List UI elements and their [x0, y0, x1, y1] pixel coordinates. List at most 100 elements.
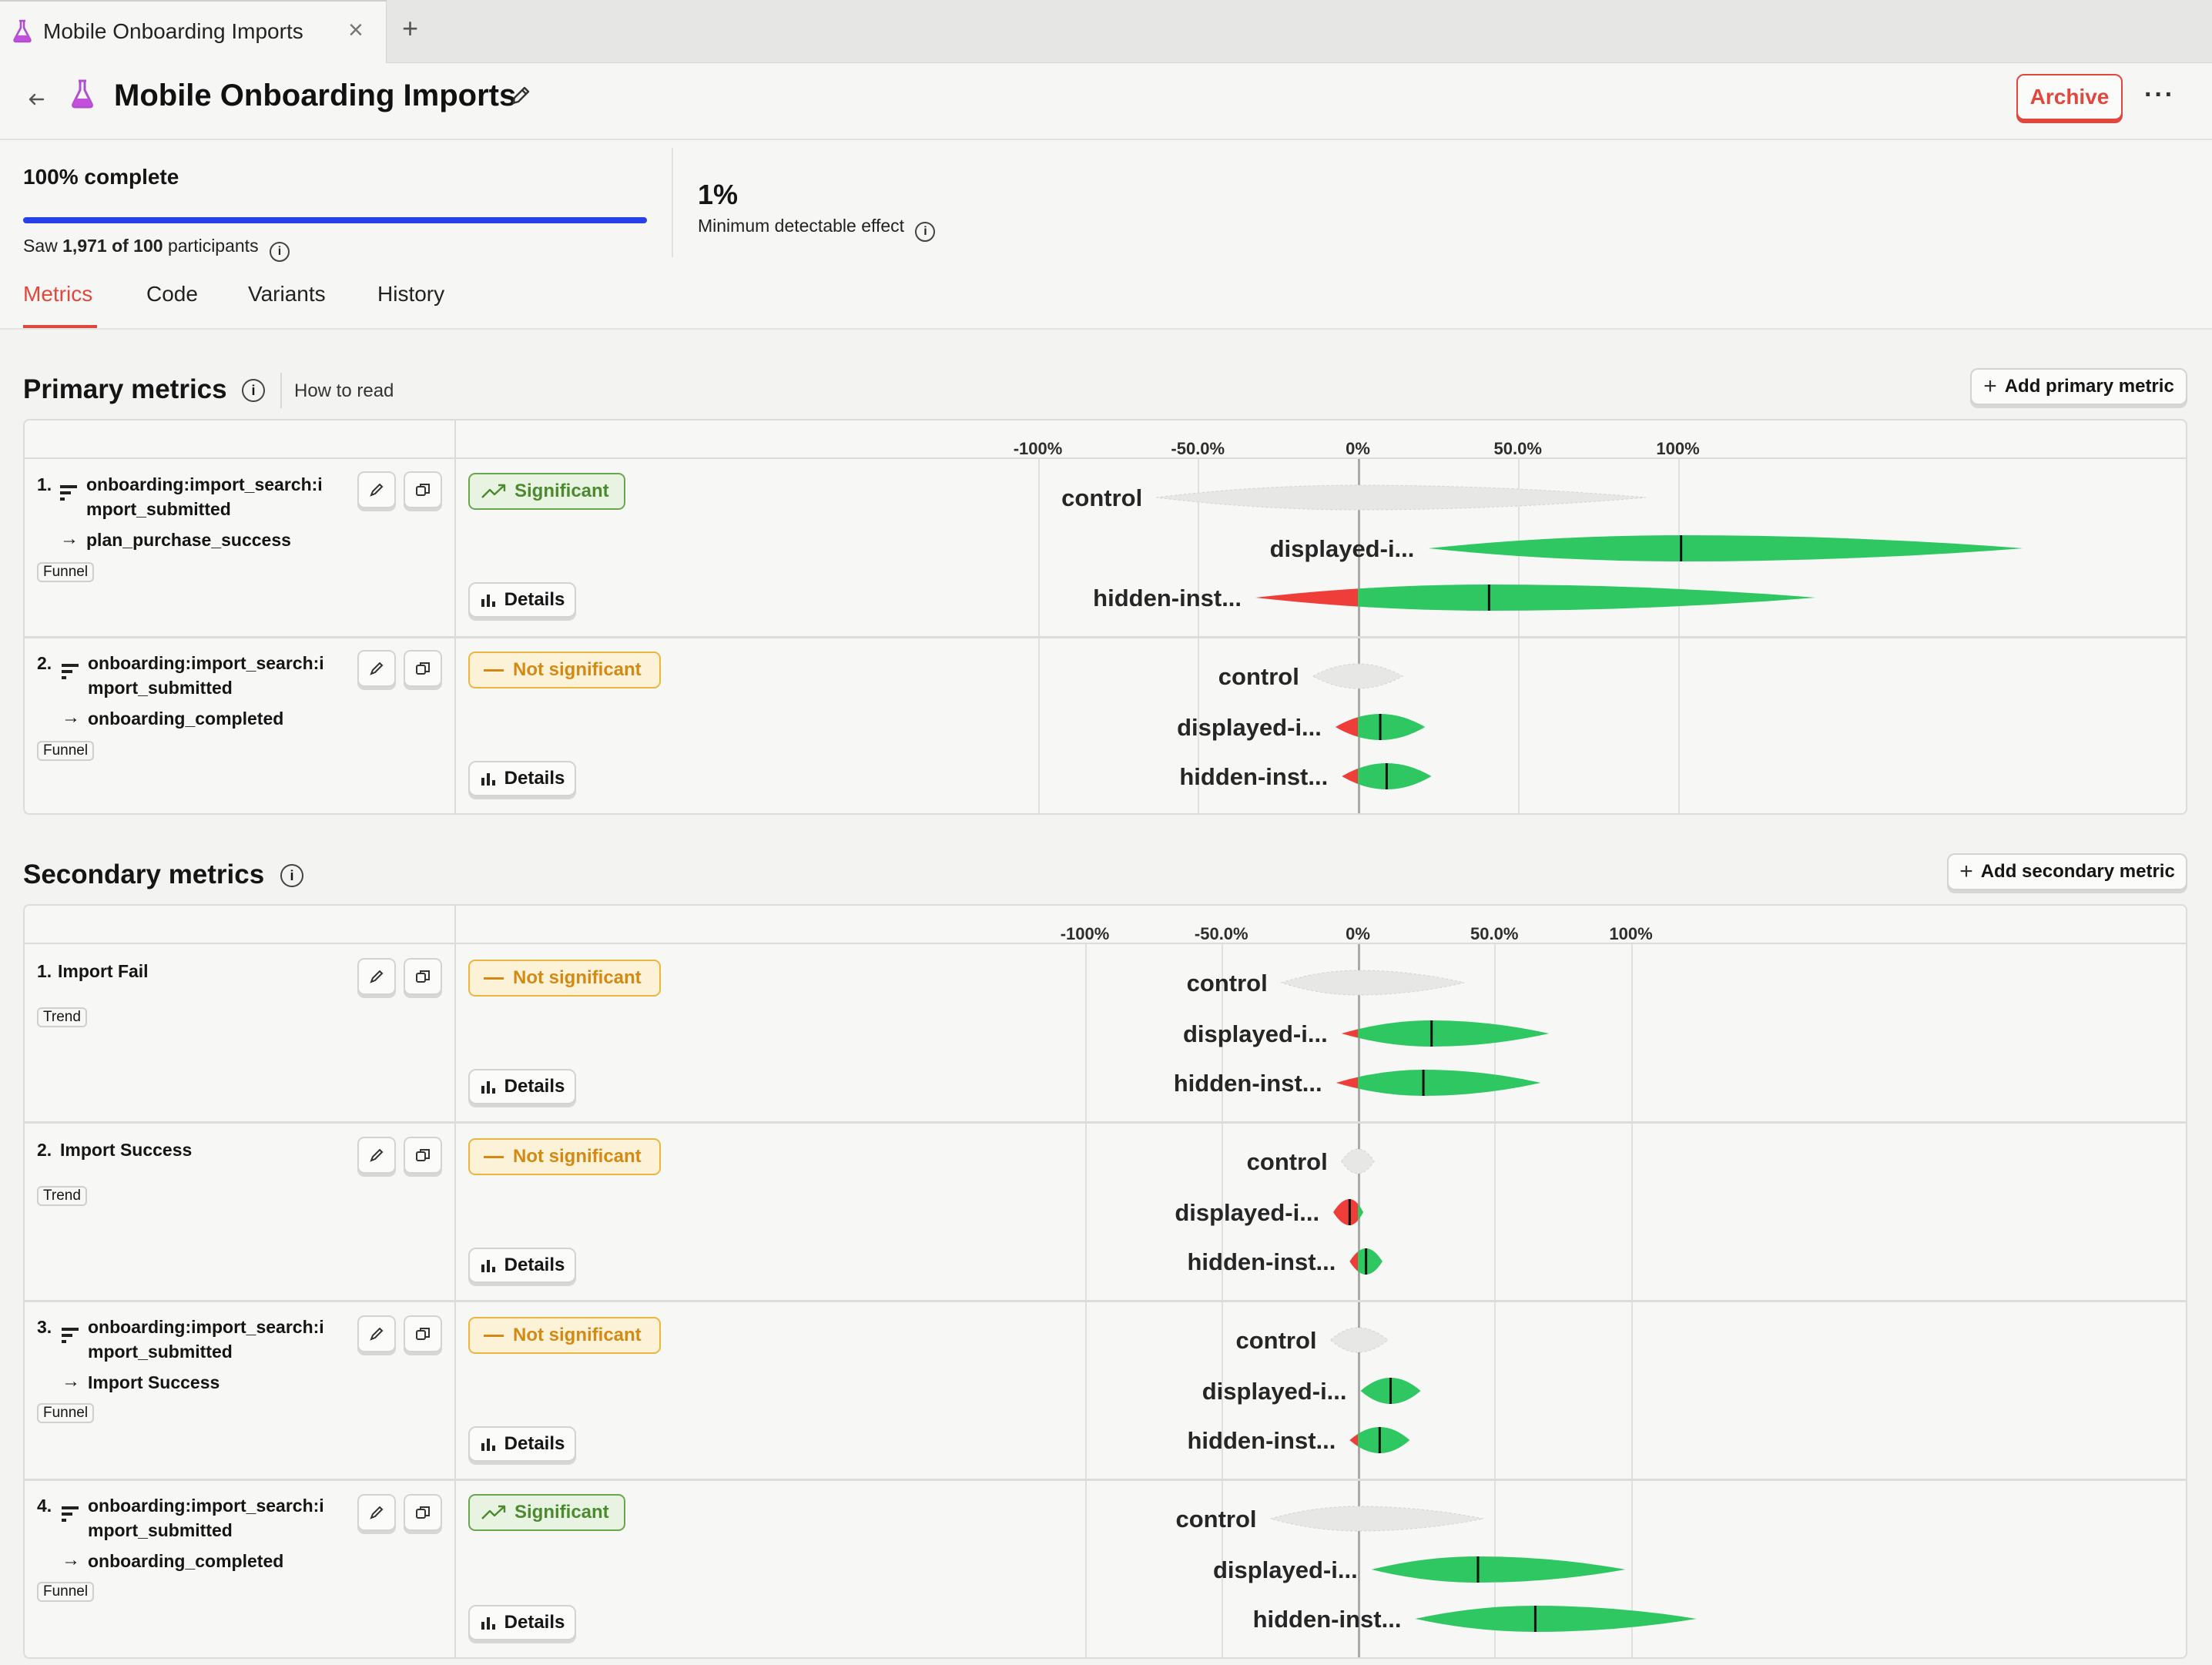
- axis-tick-label: -50.0%: [1171, 439, 1225, 458]
- edit-metric-button[interactable]: [357, 471, 396, 508]
- duplicate-metric-button[interactable]: [404, 1494, 442, 1531]
- mde-value: 1%: [698, 179, 739, 210]
- info-icon[interactable]: i: [269, 242, 290, 262]
- pencil-icon: [370, 662, 384, 675]
- details-label: Details: [504, 1612, 565, 1633]
- edit-metric-button[interactable]: [357, 1494, 396, 1531]
- significance-badge: Not significant: [468, 1317, 661, 1354]
- add-secondary-metric-button[interactable]: + Add secondary metric: [1947, 853, 2187, 890]
- funnel-step: Import Success: [88, 1372, 220, 1392]
- edit-pencil-icon[interactable]: [508, 83, 533, 108]
- pencil-icon: [370, 1506, 384, 1519]
- add-primary-metric-label: Add primary metric: [2004, 376, 2174, 397]
- duplicate-metric-button[interactable]: [404, 471, 442, 508]
- trend-up-icon: [481, 484, 506, 498]
- duplicate-metric-button[interactable]: [404, 1315, 442, 1352]
- header-divider: [280, 373, 282, 408]
- info-icon[interactable]: i: [242, 379, 265, 402]
- arrow-right-icon: →: [62, 707, 80, 728]
- duplicate-metric-button[interactable]: [404, 958, 442, 995]
- details-button[interactable]: Details: [468, 761, 576, 796]
- participants-summary: Saw 1,971 of 100 participants i: [23, 236, 290, 262]
- mde-label: Minimum detectable effect: [698, 216, 905, 236]
- significance-badge: Significant: [468, 1494, 625, 1531]
- tab-variants[interactable]: Variants: [248, 282, 326, 306]
- pencil-icon: [370, 483, 384, 497]
- axis-tick-label: 0%: [1346, 439, 1370, 458]
- details-label: Details: [504, 589, 565, 610]
- bar-chart-icon: [481, 1081, 495, 1094]
- tab-history[interactable]: History: [377, 282, 445, 306]
- significance-label: Significant: [514, 1502, 609, 1523]
- bar-chart-icon: [481, 595, 495, 607]
- mde-label-row: Minimum detectable effect i: [698, 216, 936, 242]
- browser-tab-title: Mobile Onboarding Imports: [43, 19, 303, 43]
- copy-icon: [416, 662, 430, 675]
- participants-prefix: Saw: [23, 236, 63, 256]
- row-divider: [25, 1479, 2186, 1481]
- plus-icon: +: [1983, 374, 1997, 399]
- metric-name-line2: mport_submitted: [88, 1520, 233, 1540]
- pencil-icon: [370, 1327, 384, 1341]
- add-primary-metric-button[interactable]: + Add primary metric: [1970, 368, 2187, 405]
- plus-icon: +: [1959, 859, 1973, 884]
- tab-code[interactable]: Code: [146, 282, 198, 306]
- add-secondary-metric-label: Add secondary metric: [1980, 861, 2175, 882]
- back-arrow-icon[interactable]: [25, 88, 48, 111]
- details-label: Details: [504, 1076, 565, 1097]
- duplicate-metric-button[interactable]: [404, 1137, 442, 1174]
- details-button[interactable]: Details: [468, 1426, 576, 1462]
- duplicate-metric-button[interactable]: [404, 650, 442, 687]
- experiment-summary: 100% complete Saw 1,971 of 100 participa…: [0, 140, 2212, 330]
- axis-tick-label: -100%: [1013, 439, 1063, 458]
- metric-type-tag: Funnel: [37, 1403, 95, 1423]
- pencil-icon: [370, 1148, 384, 1162]
- info-icon[interactable]: i: [915, 222, 936, 242]
- metric-name-line1: onboarding:import_search:i: [88, 1496, 324, 1516]
- edit-metric-button[interactable]: [357, 650, 396, 687]
- metric-number: 2.: [37, 1140, 52, 1160]
- arrow-right-icon: →: [60, 528, 79, 549]
- tab-active-indicator: [23, 325, 97, 328]
- archive-button-label: Archive: [2029, 85, 2110, 109]
- metric-type-tag: Funnel: [37, 1582, 95, 1602]
- arrow-right-icon: →: [62, 1371, 80, 1392]
- progress-bar-fill: [23, 217, 647, 223]
- trend-up-icon: [481, 1505, 506, 1519]
- details-button[interactable]: Details: [468, 1248, 576, 1283]
- details-button[interactable]: Details: [468, 582, 576, 618]
- pencil-icon: [370, 970, 384, 983]
- tab-metrics[interactable]: Metrics: [23, 282, 93, 306]
- info-icon[interactable]: i: [280, 864, 303, 887]
- new-tab-button[interactable]: +: [402, 12, 419, 44]
- tab-close-icon[interactable]: ×: [348, 15, 364, 45]
- metric-type-tag: Trend: [37, 1007, 87, 1027]
- edit-metric-button[interactable]: [357, 1315, 396, 1352]
- metric-number: 1.: [37, 474, 52, 494]
- metric-name-line1: onboarding:import_search:i: [86, 474, 323, 494]
- axis-tick-label: 100%: [1609, 924, 1653, 943]
- details-button[interactable]: Details: [468, 1605, 576, 1640]
- significance-badge: Not significant: [468, 1138, 661, 1175]
- archive-button[interactable]: Archive: [2016, 74, 2123, 120]
- row-divider: [25, 636, 2186, 638]
- significance-label: Significant: [514, 481, 609, 501]
- browser-tab[interactable]: Mobile Onboarding Imports ×: [0, 0, 387, 63]
- details-label: Details: [504, 1433, 565, 1454]
- significance-label: Not significant: [513, 967, 642, 988]
- edit-metric-button[interactable]: [357, 1137, 396, 1174]
- copy-icon: [416, 970, 430, 983]
- metric-name-line2: mport_submitted: [88, 1342, 233, 1362]
- significance-badge: Not significant: [468, 652, 661, 688]
- dash-icon: [484, 977, 504, 980]
- edit-metric-button[interactable]: [357, 958, 396, 995]
- details-button[interactable]: Details: [468, 1069, 576, 1104]
- how-to-read-link[interactable]: How to read: [294, 380, 394, 401]
- copy-icon: [416, 1328, 430, 1340]
- significance-badge: Significant: [468, 473, 625, 510]
- more-options-icon[interactable]: ···: [2144, 80, 2175, 109]
- axis-tick-label: 100%: [1656, 439, 1700, 458]
- funnel-icon: [62, 664, 79, 679]
- arrow-right-icon: →: [62, 1549, 80, 1570]
- primary-axis-header: [25, 420, 2186, 459]
